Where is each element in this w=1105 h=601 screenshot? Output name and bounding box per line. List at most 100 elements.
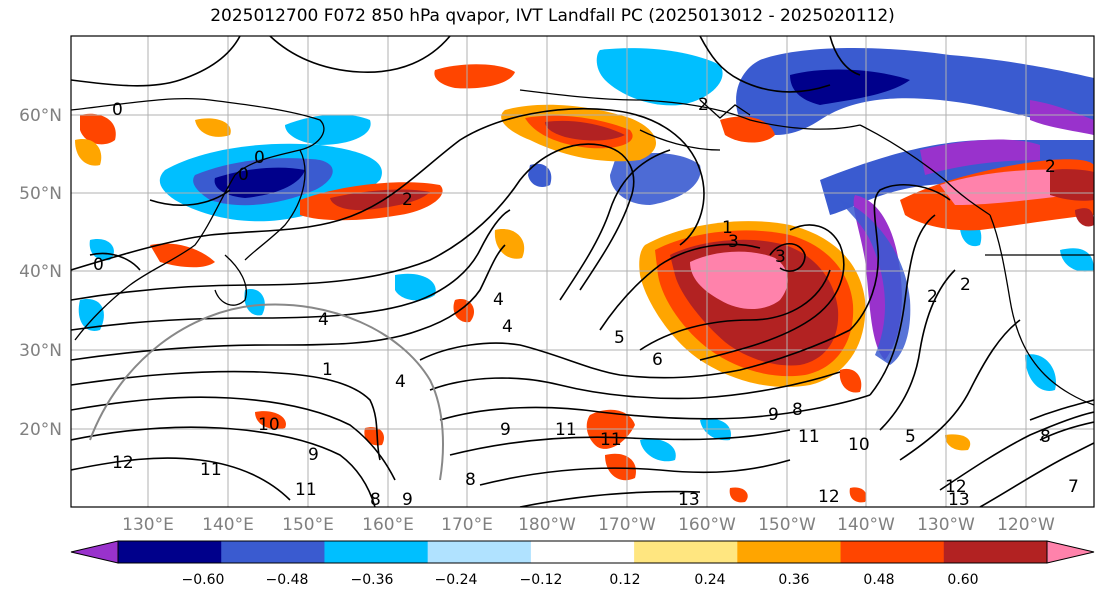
contour-label: 8 — [370, 490, 381, 510]
lat-label: 40°N — [19, 262, 62, 282]
map-plot-area: 0 0 0 0 2 1 2 3 3 2 2 2 4 4 4 5 6 1 4 10… — [71, 36, 1094, 510]
contour-label: 11 — [600, 430, 622, 450]
pos-anomaly-tropic-s2 — [849, 487, 867, 503]
ivt-contours — [71, 36, 1094, 507]
contour-label: 4 — [502, 317, 513, 337]
pos-anomaly-hawaii — [839, 368, 862, 393]
pos-anomaly-bc-red — [1050, 169, 1094, 201]
contour-label: 11 — [295, 480, 317, 500]
colorbar-tick-label: −0.36 — [351, 572, 394, 588]
lon-label: 150°W — [758, 515, 816, 535]
neg-anomaly-yukon — [920, 139, 1040, 175]
lat-label: 60°N — [19, 106, 62, 126]
contour-label: 9 — [500, 420, 511, 440]
lon-label: 140°W — [837, 515, 895, 535]
pos-anomaly-subtrop2 — [605, 453, 636, 481]
coastlines — [71, 89, 1094, 406]
lon-label: 120°W — [997, 515, 1055, 535]
neg-anomaly-okhotsk — [285, 114, 371, 145]
contour-label: 13 — [678, 490, 700, 510]
lat-axis: 60°N 50°N 40°N 30°N 20°N — [19, 106, 62, 440]
contour-label: 8 — [465, 470, 476, 490]
neg-anomaly-japan-south — [244, 289, 265, 316]
anomaly-fills — [75, 48, 1094, 503]
lon-label: 130°W — [917, 515, 975, 535]
colorbar-cell — [943, 541, 1048, 563]
contour-label: 13 — [948, 490, 970, 510]
colorbar: −0.60 −0.48 −0.36 −0.24 −0.12 0.12 0.24 … — [70, 540, 1095, 588]
contour-label: 8 — [1040, 427, 1051, 447]
pos-anomaly-tropic-w2 — [364, 427, 385, 446]
neg-anomaly-kamchatka — [528, 163, 552, 187]
contour-label: 11 — [798, 427, 820, 447]
contour-label: 4 — [395, 372, 406, 392]
map-gridlines — [71, 36, 1094, 507]
colorbar-cell — [427, 541, 532, 563]
colorbar-cell — [634, 541, 738, 563]
lon-label: 170°E — [441, 515, 493, 535]
region-outline — [89, 303, 444, 481]
contour-label: 11 — [200, 460, 222, 480]
colorbar-ticks: −0.60 −0.48 −0.36 −0.24 −0.12 0.12 0.24 … — [182, 572, 979, 588]
lat-label: 20°N — [19, 420, 62, 440]
neg-anomaly-pacific1 — [395, 273, 436, 301]
map-frame — [70, 35, 1095, 508]
lat-label: 30°N — [19, 341, 62, 361]
lon-label: 150°E — [282, 515, 334, 535]
neg-anomaly-china — [89, 239, 114, 261]
contour-label: 2 — [927, 287, 938, 307]
colorbar-cell — [840, 541, 945, 563]
colorbar-left-extension — [70, 540, 119, 564]
contour-label: 3 — [775, 247, 786, 267]
contour-label: 2 — [402, 190, 413, 210]
pos-anomaly-canada-e — [1075, 208, 1094, 227]
pos-anomaly-pacific-mid1 — [494, 229, 525, 259]
contour-label: 2 — [960, 275, 971, 295]
contour-label: 0 — [254, 148, 265, 168]
colorbar-cell — [737, 541, 842, 563]
pos-anomaly-siberia-w2 — [75, 139, 102, 166]
neg-anomaly-canada — [1030, 100, 1094, 135]
colorbar-tick-label: 0.48 — [863, 572, 894, 588]
pos-anomaly-japan-north-core — [330, 189, 430, 211]
colorbar-cell — [324, 541, 429, 563]
neg-anomaly-siberia-core — [214, 167, 305, 198]
pos-anomaly-mexico2 — [945, 434, 971, 451]
pos-anomaly-china3 — [150, 243, 215, 268]
contour-label: 11 — [555, 420, 577, 440]
pos-anomaly-bc-pink — [940, 169, 1070, 205]
lat-label: 50°N — [19, 184, 62, 204]
pos-anomaly-sea-okhotsk — [434, 64, 515, 89]
contour-label: 1 — [722, 218, 733, 238]
contour-label: 0 — [112, 100, 123, 120]
contour-label: 12 — [945, 477, 967, 497]
lon-label: 160°E — [362, 515, 414, 535]
contour-label: 3 — [728, 232, 739, 252]
contour-label: 9 — [308, 445, 319, 465]
colorbar-cell — [221, 541, 325, 563]
contour-label: 5 — [614, 328, 625, 348]
pos-anomaly-tropic-s — [729, 487, 748, 503]
contour-label: 12 — [818, 487, 840, 507]
neg-anomaly-china2 — [78, 299, 104, 331]
neg-anomaly-alaska-core — [790, 69, 910, 105]
neg-anomaly-west-us — [1060, 248, 1094, 272]
colorbar-tick-label: −0.60 — [182, 572, 225, 588]
contour-label: 12 — [112, 453, 134, 473]
contour-label: 1 — [322, 360, 333, 380]
contour-label: 10 — [258, 415, 280, 435]
lon-label: 140°E — [202, 515, 254, 535]
colorbar-cells — [118, 541, 1048, 563]
chart-title: 2025012700 F072 850 hPa qvapor, IVT Land… — [210, 6, 895, 26]
contour-label: 9 — [768, 405, 779, 425]
lon-label: 170°W — [598, 515, 656, 535]
colorbar-cell — [118, 541, 222, 563]
lon-label: 130°E — [122, 515, 174, 535]
pos-anomaly-siberia-west — [80, 113, 116, 145]
colorbar-tick-label: −0.12 — [520, 572, 563, 588]
lon-axis: 130°E 140°E 150°E 160°E 170°E 180°W 170°… — [122, 515, 1055, 535]
pos-anomaly-tropic-w — [255, 411, 286, 430]
contour-label: 0 — [93, 255, 104, 275]
pos-anomaly-northpac-pink — [690, 251, 788, 309]
